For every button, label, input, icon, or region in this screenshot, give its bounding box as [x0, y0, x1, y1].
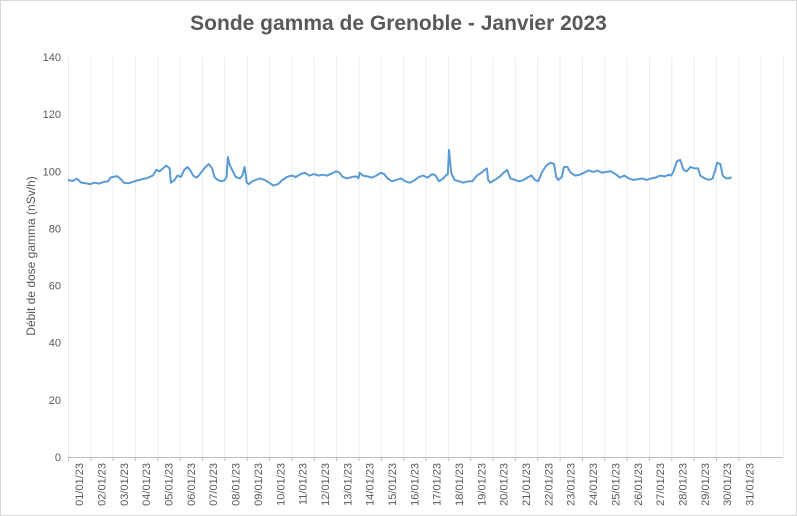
- x-tick-label: 06/01/23: [186, 463, 198, 506]
- x-tick-label: 18/01/23: [454, 463, 466, 506]
- x-tick-label: 27/01/23: [655, 463, 667, 506]
- x-tick-label: 16/01/23: [409, 463, 421, 506]
- x-tick-label: 24/01/23: [588, 463, 600, 506]
- y-tick-label: 80: [49, 223, 61, 235]
- x-tick-label: 03/01/23: [119, 463, 131, 506]
- x-tick-label: 17/01/23: [432, 463, 444, 506]
- x-tick-label: 01/01/23: [74, 463, 86, 506]
- y-tick-label: 0: [55, 452, 61, 464]
- x-tick-label: 08/01/23: [231, 463, 243, 506]
- series-line: [67, 148, 733, 187]
- x-tick-label: 25/01/23: [610, 463, 622, 506]
- x-tick-label: 04/01/23: [141, 463, 153, 506]
- x-tick-label: 21/01/23: [521, 463, 533, 506]
- x-tick-label: 22/01/23: [543, 463, 555, 506]
- x-tick-label: 26/01/23: [633, 463, 645, 506]
- x-tick-label: 20/01/23: [499, 463, 511, 506]
- x-tick-label: 30/01/23: [722, 463, 734, 506]
- x-tick-label: 13/01/23: [342, 463, 354, 506]
- x-tick-label: 23/01/23: [566, 463, 578, 506]
- y-tick-label: 140: [43, 52, 61, 64]
- x-tick-label: 02/01/23: [97, 463, 109, 506]
- y-tick-label: 40: [49, 338, 61, 350]
- x-tick-label: 15/01/23: [387, 463, 399, 506]
- y-tick-label: 20: [49, 395, 61, 407]
- y-tick-label: 100: [43, 166, 61, 178]
- x-tick-label: 31/01/23: [744, 463, 756, 506]
- y-tick-label: 60: [49, 281, 61, 293]
- x-tick-label: 14/01/23: [365, 463, 377, 506]
- chart-title: Sonde gamma de Grenoble - Janvier 2023: [190, 12, 607, 35]
- x-tick-label: 19/01/23: [476, 463, 488, 506]
- x-tick-label: 28/01/23: [677, 463, 689, 506]
- x-tick-label: 09/01/23: [253, 463, 265, 506]
- x-tick-label: 05/01/23: [164, 463, 176, 506]
- x-tick-label: 07/01/23: [208, 463, 220, 506]
- x-tick-label: 10/01/23: [275, 463, 287, 506]
- x-tick-label: 11/01/23: [298, 463, 310, 505]
- x-tick-label: 12/01/23: [320, 463, 332, 506]
- y-tick-label: 120: [43, 109, 61, 121]
- x-tick-label: 29/01/23: [700, 463, 712, 506]
